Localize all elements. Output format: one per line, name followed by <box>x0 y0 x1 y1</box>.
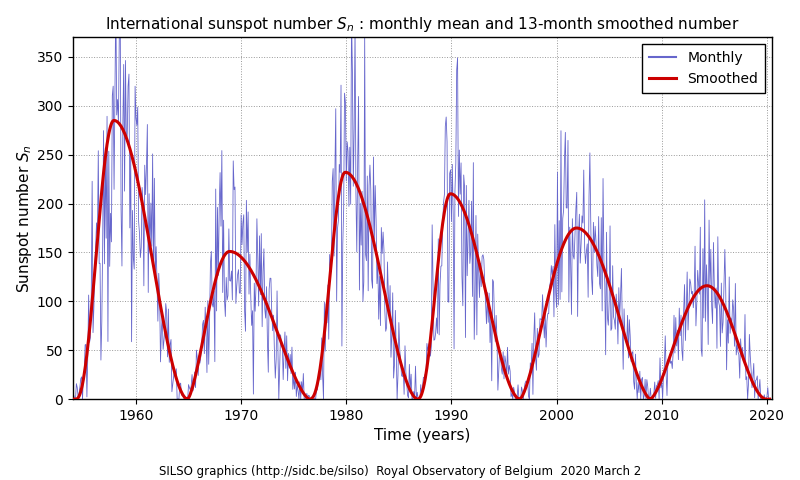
Legend: Monthly, Smoothed: Monthly, Smoothed <box>642 44 766 93</box>
Title: International sunspot number $S_n$ : monthly mean and 13-month smoothed number: International sunspot number $S_n$ : mon… <box>106 15 740 34</box>
X-axis label: Time (years): Time (years) <box>374 428 470 444</box>
Y-axis label: Sunspot number $S_n$: Sunspot number $S_n$ <box>15 144 34 293</box>
Text: SILSO graphics (http://sidc.be/silso)  Royal Observatory of Belgium  2020 March : SILSO graphics (http://sidc.be/silso) Ro… <box>159 465 641 478</box>
